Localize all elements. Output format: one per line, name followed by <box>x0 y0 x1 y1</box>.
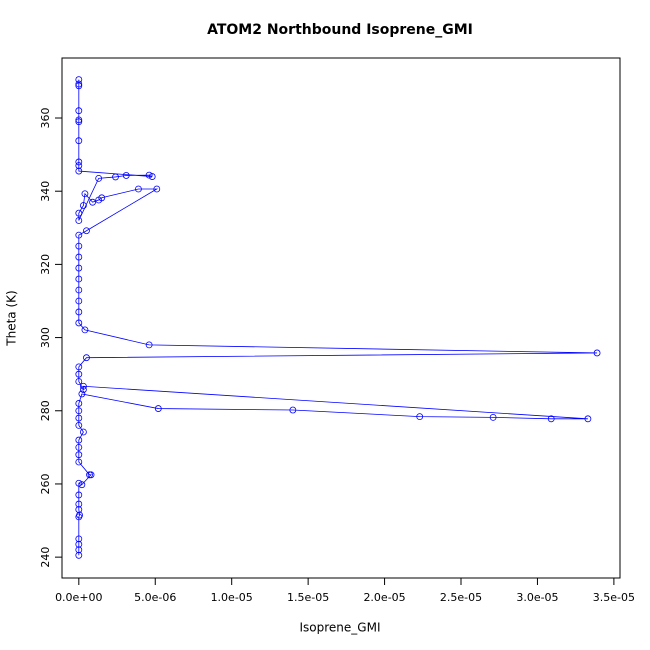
data-point <box>80 202 87 209</box>
data-point <box>81 326 89 334</box>
data-point <box>75 414 83 422</box>
data-point <box>75 535 83 543</box>
data-point <box>75 253 83 261</box>
data-point <box>148 173 156 180</box>
x-tick-label: 1.5e-05 <box>287 591 329 604</box>
data-point <box>75 137 83 145</box>
y-tick-label: 240 <box>39 547 52 568</box>
data-point <box>75 242 83 250</box>
data-point <box>75 286 83 294</box>
y-tick-label: 260 <box>39 473 52 494</box>
data-point <box>122 172 130 179</box>
data-point <box>75 308 83 316</box>
data-point <box>95 196 103 204</box>
data-point <box>75 264 83 272</box>
x-axis-label: Isoprene_GMI <box>300 621 381 635</box>
data-point <box>75 76 83 83</box>
data-point <box>145 341 153 349</box>
data-point <box>83 227 90 235</box>
data-point <box>75 479 83 487</box>
data-point <box>89 198 96 206</box>
data-point <box>80 382 87 390</box>
x-tick-label: 2.0e-05 <box>363 591 405 604</box>
data-point <box>75 540 83 548</box>
data-point <box>75 116 83 124</box>
y-tick-label: 280 <box>39 400 52 421</box>
data-point <box>416 413 424 421</box>
data-point <box>75 319 83 327</box>
data-point <box>75 378 83 385</box>
data-point <box>145 171 153 179</box>
y-tick-label: 300 <box>39 327 52 348</box>
data-point <box>76 511 83 519</box>
data-point <box>289 406 297 414</box>
data-point <box>81 190 89 198</box>
data-point <box>75 167 83 175</box>
data-point <box>86 471 93 479</box>
x-tick-label: 0.0e+00 <box>55 591 102 604</box>
data-point <box>489 413 497 421</box>
data-point <box>75 80 83 88</box>
data-point <box>75 451 83 459</box>
data-point <box>593 349 601 357</box>
x-tick-label: 3.0e-05 <box>516 591 558 604</box>
data-point <box>75 297 83 305</box>
data-point <box>75 363 83 371</box>
data-point <box>75 436 83 444</box>
data-point <box>153 185 161 193</box>
data-point <box>75 500 83 508</box>
y-tick-label: 320 <box>39 254 52 275</box>
data-point <box>95 174 103 182</box>
data-point <box>75 400 83 407</box>
x-tick-label: 2.5e-05 <box>440 591 482 604</box>
data-point <box>75 370 83 378</box>
data-point <box>80 428 87 436</box>
data-point <box>75 275 83 283</box>
data-point <box>80 386 87 393</box>
data-point <box>75 217 83 224</box>
data-point <box>75 162 83 169</box>
data-point <box>75 107 83 115</box>
data-point <box>154 405 162 412</box>
y-tick-label: 340 <box>39 181 52 202</box>
data-point <box>83 354 90 362</box>
data-point <box>75 209 83 217</box>
chart-title: ATOM2 Northbound Isoprene_GMI <box>207 22 473 38</box>
data-point <box>112 173 119 181</box>
data-point <box>547 415 555 423</box>
x-tick-label: 1.0e-05 <box>211 591 253 604</box>
data-line <box>78 79 598 556</box>
data-point <box>75 231 83 239</box>
data-point <box>75 551 83 559</box>
y-tick-label: 360 <box>39 108 52 129</box>
data-point <box>75 506 83 513</box>
data-point <box>75 158 83 166</box>
data-point <box>75 118 83 126</box>
data-point <box>75 407 83 415</box>
data-point <box>75 546 83 554</box>
x-tick-label: 3.5e-05 <box>593 591 635 604</box>
data-point <box>78 481 86 489</box>
data-point <box>75 443 83 451</box>
data-point <box>75 422 83 429</box>
y-axis-label: Theta (K) <box>5 290 19 346</box>
data-point <box>135 185 142 193</box>
data-point <box>75 491 83 499</box>
data-point <box>75 458 83 466</box>
x-tick-label: 5.0e-06 <box>134 591 176 604</box>
data-point <box>78 390 86 398</box>
data-point <box>584 415 592 423</box>
